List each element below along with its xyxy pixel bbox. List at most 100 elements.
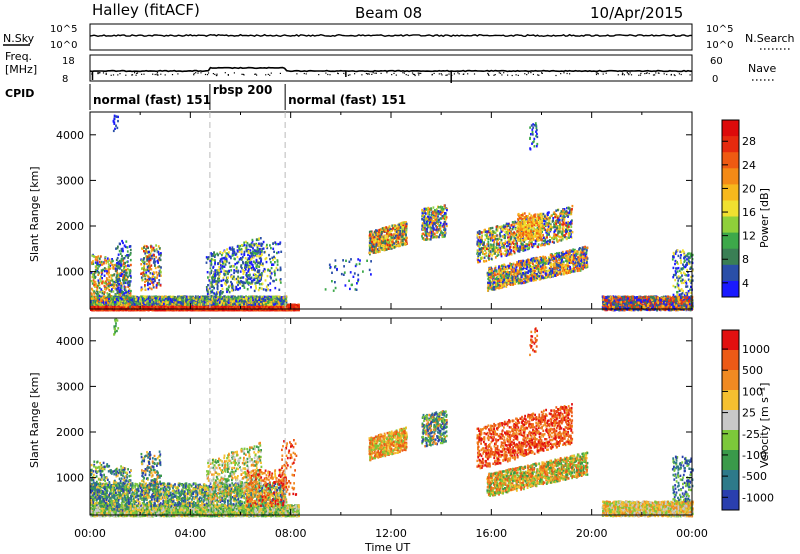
nave-dot bbox=[413, 74, 414, 75]
nave-dot bbox=[664, 73, 665, 74]
figure: Halley (fitACF) Beam 08 10/Apr/2015 N.Sk… bbox=[0, 0, 800, 554]
nave-dot bbox=[560, 73, 561, 74]
nave-dot bbox=[628, 73, 629, 74]
nave-dot bbox=[404, 73, 405, 74]
nave-dot bbox=[649, 73, 650, 74]
nave-dot bbox=[172, 74, 173, 75]
nave-dot bbox=[538, 75, 539, 76]
nave-dot bbox=[563, 72, 564, 73]
nave-dot bbox=[524, 73, 525, 74]
cpid-segment-label: normal (fast) 151 bbox=[93, 93, 211, 107]
nave-dot bbox=[555, 75, 556, 76]
freq-label-2: [MHz] bbox=[5, 63, 37, 76]
nave-dot bbox=[441, 74, 442, 75]
nave-dot bbox=[225, 72, 226, 73]
nave-dot bbox=[125, 75, 126, 76]
nave-dot bbox=[152, 74, 153, 75]
nave-dot bbox=[271, 73, 272, 74]
nave-dot bbox=[418, 74, 419, 75]
nave-dot bbox=[526, 74, 527, 75]
nave-dot bbox=[596, 74, 597, 75]
nave-dot bbox=[658, 72, 659, 73]
nave-dot bbox=[216, 75, 217, 76]
nave-dot bbox=[654, 74, 655, 75]
nave-dot bbox=[640, 73, 641, 74]
nave-dot bbox=[141, 74, 142, 75]
nave-dot bbox=[193, 74, 194, 75]
nave-dot bbox=[569, 73, 570, 74]
nave-dot bbox=[533, 74, 534, 75]
nave-dot bbox=[136, 75, 137, 76]
nsearch-label: N.Search bbox=[745, 32, 795, 45]
nave-dot bbox=[373, 72, 374, 73]
nave-dot bbox=[200, 72, 201, 73]
nave-dot bbox=[501, 74, 502, 75]
nave-dot bbox=[493, 75, 494, 76]
nave-dot bbox=[459, 73, 460, 74]
date-title: 10/Apr/2015 bbox=[590, 4, 683, 22]
nave-dot bbox=[106, 73, 107, 74]
nave-dot bbox=[500, 73, 501, 74]
nave-tick-top: 60 bbox=[710, 56, 723, 67]
nave-dot bbox=[143, 74, 144, 75]
cpid-segment-label: normal (fast) 151 bbox=[288, 93, 406, 107]
nave-dot bbox=[265, 74, 266, 75]
nave-dot bbox=[155, 74, 156, 75]
nsearch-tick-bottom: 10^0 bbox=[706, 40, 733, 51]
nave-dot bbox=[369, 74, 370, 75]
nave-dot bbox=[640, 75, 641, 76]
nave-dot bbox=[414, 74, 415, 75]
nave-dot bbox=[374, 73, 375, 74]
nave-dot bbox=[386, 72, 387, 73]
nsky-trace bbox=[90, 35, 692, 37]
nsky-panel bbox=[90, 24, 692, 50]
nave-dot bbox=[439, 73, 440, 74]
nave-dot bbox=[327, 74, 328, 75]
nave-dot bbox=[268, 74, 269, 75]
nave-dot bbox=[205, 74, 206, 75]
nave-dot bbox=[518, 75, 519, 76]
nave-tick-bottom: 0 bbox=[712, 74, 718, 85]
nave-dot bbox=[241, 74, 242, 75]
nave-dot bbox=[622, 73, 623, 74]
nave-dot bbox=[644, 73, 645, 74]
nave-dot bbox=[499, 72, 500, 73]
nave-dot bbox=[157, 74, 158, 75]
nave-dot bbox=[325, 73, 326, 74]
nave-dot bbox=[516, 74, 517, 75]
nave-dot bbox=[603, 74, 604, 75]
nave-dot bbox=[447, 74, 448, 75]
nave-dot bbox=[243, 74, 244, 75]
nave-dot bbox=[318, 74, 319, 75]
nave-dot bbox=[567, 73, 568, 74]
nave-dot bbox=[512, 75, 513, 76]
nave-dot bbox=[207, 74, 208, 75]
nave-dot bbox=[681, 74, 682, 75]
nave-dot bbox=[361, 74, 362, 75]
freq-trace bbox=[90, 68, 692, 72]
nave-dot bbox=[269, 75, 270, 76]
nave-dot bbox=[106, 74, 107, 75]
nave-dot bbox=[507, 75, 508, 76]
cpid-segment-label: rbsp 200 bbox=[213, 83, 272, 97]
nave-dot bbox=[208, 72, 209, 73]
nave-dot bbox=[638, 75, 639, 76]
nave-dot bbox=[542, 73, 543, 74]
nave-dot bbox=[367, 74, 368, 75]
nave-dot bbox=[117, 74, 118, 75]
nave-dot bbox=[160, 74, 161, 75]
nave-dot bbox=[371, 74, 372, 75]
nave-dot bbox=[434, 73, 435, 74]
freq-tick-bottom: 8 bbox=[62, 74, 68, 85]
nave-dot bbox=[343, 73, 344, 74]
nsky-tick-bottom: 10^0 bbox=[50, 40, 77, 51]
nave-dot bbox=[213, 73, 214, 74]
nave-dot bbox=[381, 73, 382, 74]
nave-dot bbox=[448, 74, 449, 75]
nave-dot bbox=[337, 73, 338, 74]
nave-dot bbox=[195, 72, 196, 73]
nave-dot bbox=[216, 74, 217, 75]
nave-dot bbox=[624, 74, 625, 75]
nave-dot bbox=[177, 73, 178, 74]
power-panel bbox=[90, 112, 694, 311]
